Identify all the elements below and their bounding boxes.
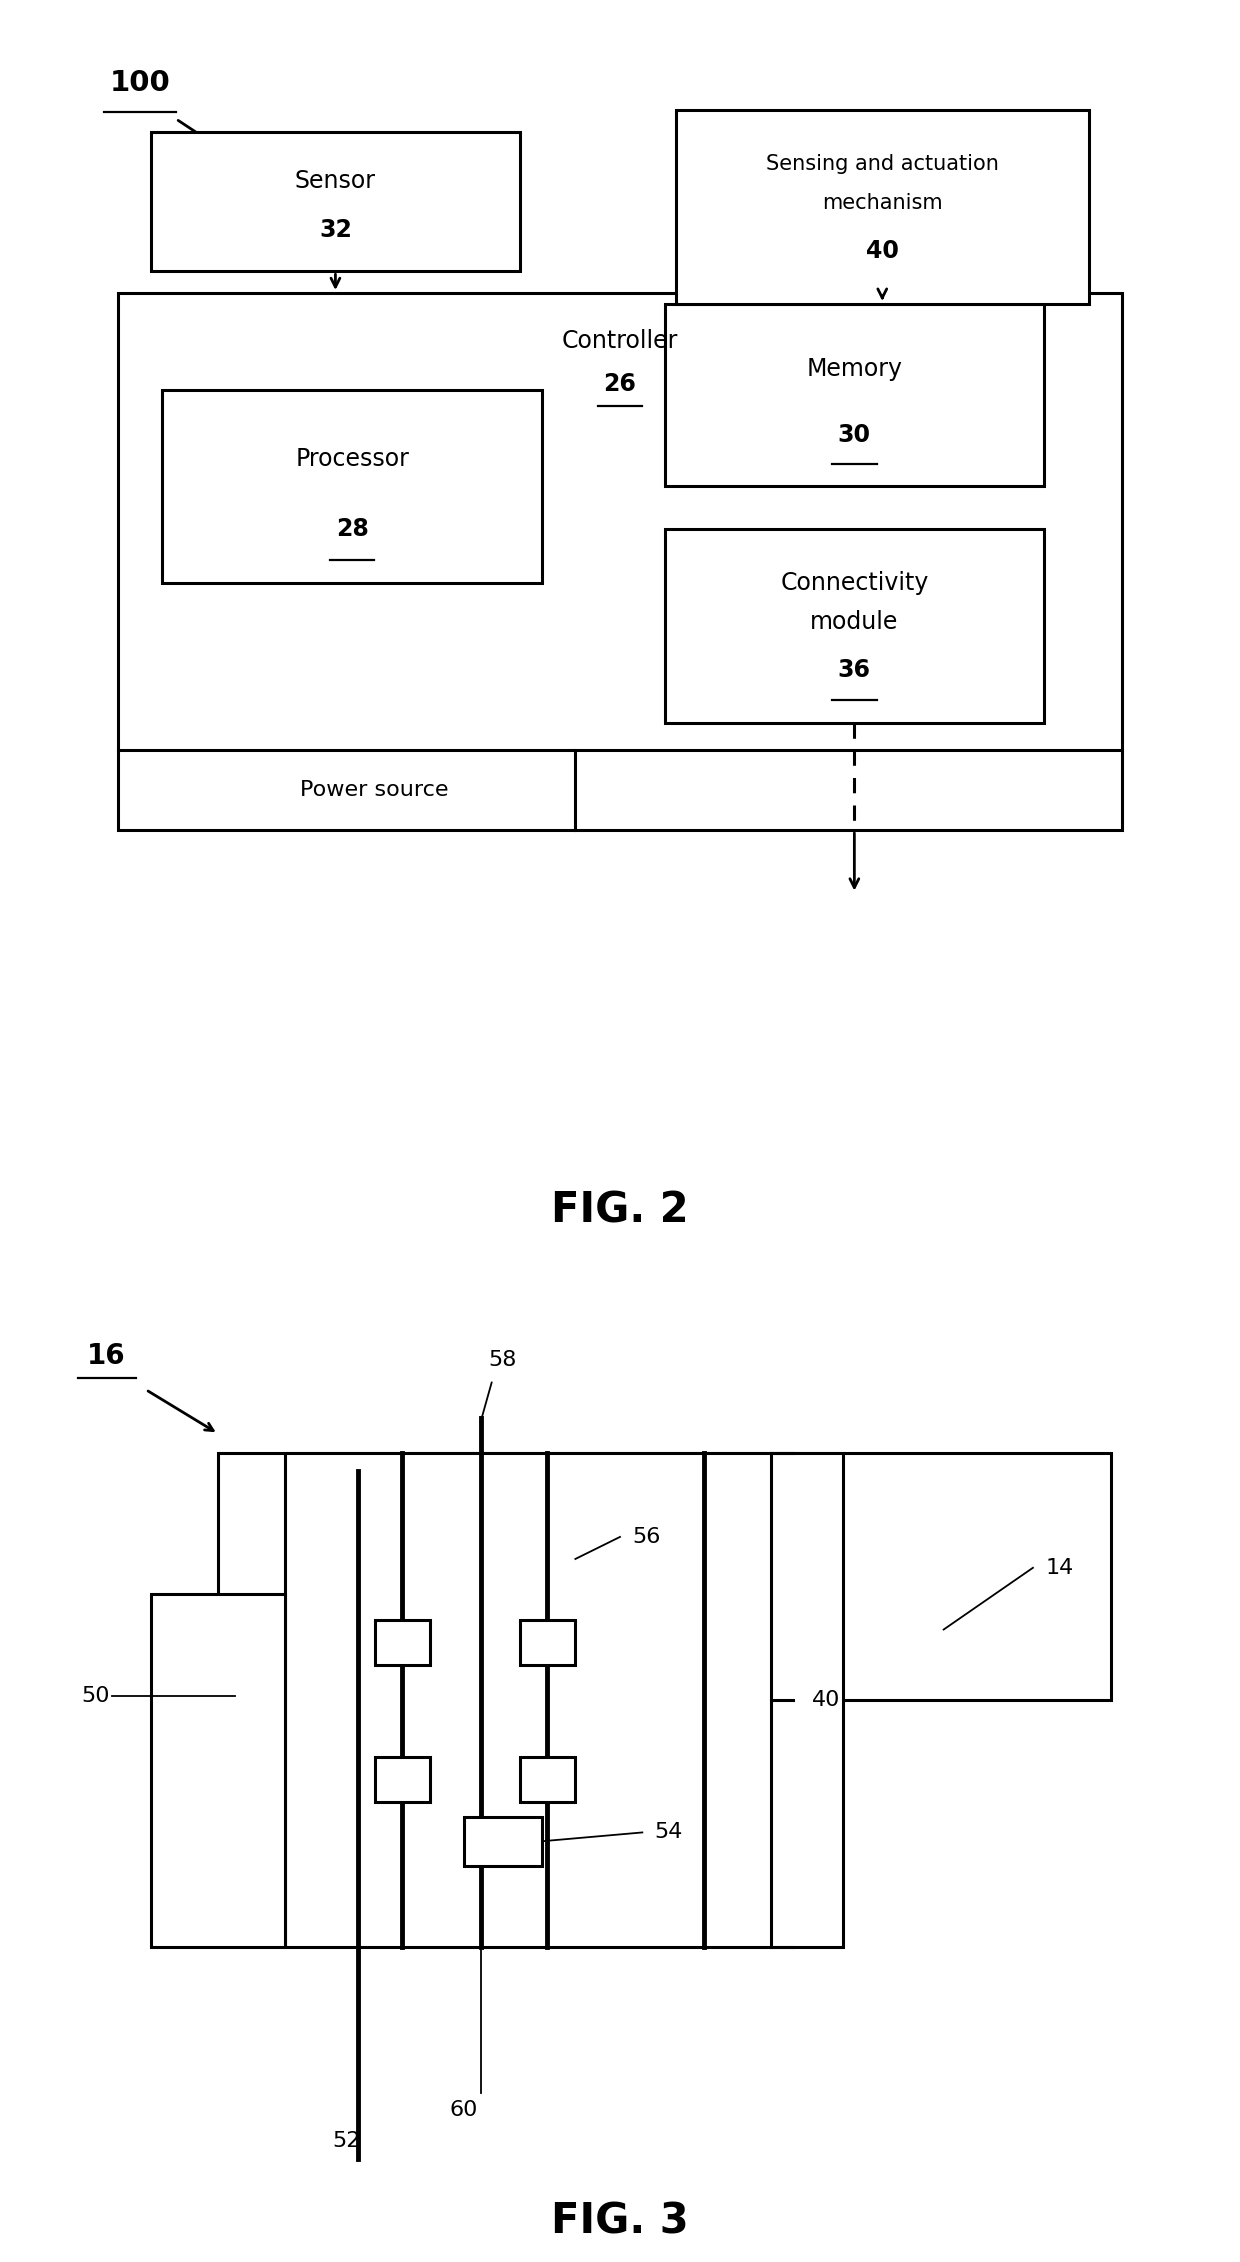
Text: Memory: Memory	[806, 357, 903, 382]
Text: mechanism: mechanism	[822, 192, 942, 213]
Bar	[285, 1452, 843, 1948]
Text: 32: 32	[319, 217, 352, 242]
Text: Processor: Processor	[295, 448, 409, 470]
Bar	[162, 389, 542, 584]
Text: Controller: Controller	[562, 330, 678, 353]
Text: Power source: Power source	[300, 780, 449, 801]
Text: 40: 40	[866, 240, 899, 262]
Text: 100: 100	[110, 70, 170, 97]
Bar	[676, 111, 1089, 303]
Bar	[118, 292, 1122, 830]
Bar	[151, 131, 520, 271]
Text: 26: 26	[604, 373, 636, 396]
Text: Sensing and actuation: Sensing and actuation	[766, 154, 998, 174]
Text: module: module	[810, 611, 899, 633]
Text: 52: 52	[332, 2131, 361, 2151]
Bar	[521, 1620, 574, 1665]
Bar	[665, 303, 1044, 486]
Text: 60: 60	[450, 2101, 477, 2119]
Text: 16: 16	[87, 1341, 126, 1371]
Text: FIG. 3: FIG. 3	[551, 2201, 689, 2242]
Bar	[374, 1620, 429, 1665]
Bar	[374, 1758, 429, 1803]
Text: 58: 58	[489, 1350, 517, 1371]
Text: 56: 56	[632, 1527, 661, 1547]
Bar	[151, 1595, 285, 1948]
Text: Sensor: Sensor	[295, 170, 376, 192]
Bar	[521, 1758, 574, 1803]
Text: 54: 54	[655, 1823, 683, 1844]
Text: 28: 28	[336, 518, 368, 541]
Bar	[665, 529, 1044, 724]
Text: FIG. 2: FIG. 2	[552, 1190, 688, 1231]
Bar	[464, 1816, 542, 1866]
Text: 36: 36	[838, 658, 870, 683]
Text: Connectivity: Connectivity	[780, 572, 929, 595]
Text: 30: 30	[838, 423, 870, 448]
Bar	[218, 1452, 1111, 1701]
Text: 40: 40	[812, 1690, 839, 1710]
Text: 14: 14	[1045, 1559, 1074, 1579]
Text: 50: 50	[82, 1685, 109, 1706]
